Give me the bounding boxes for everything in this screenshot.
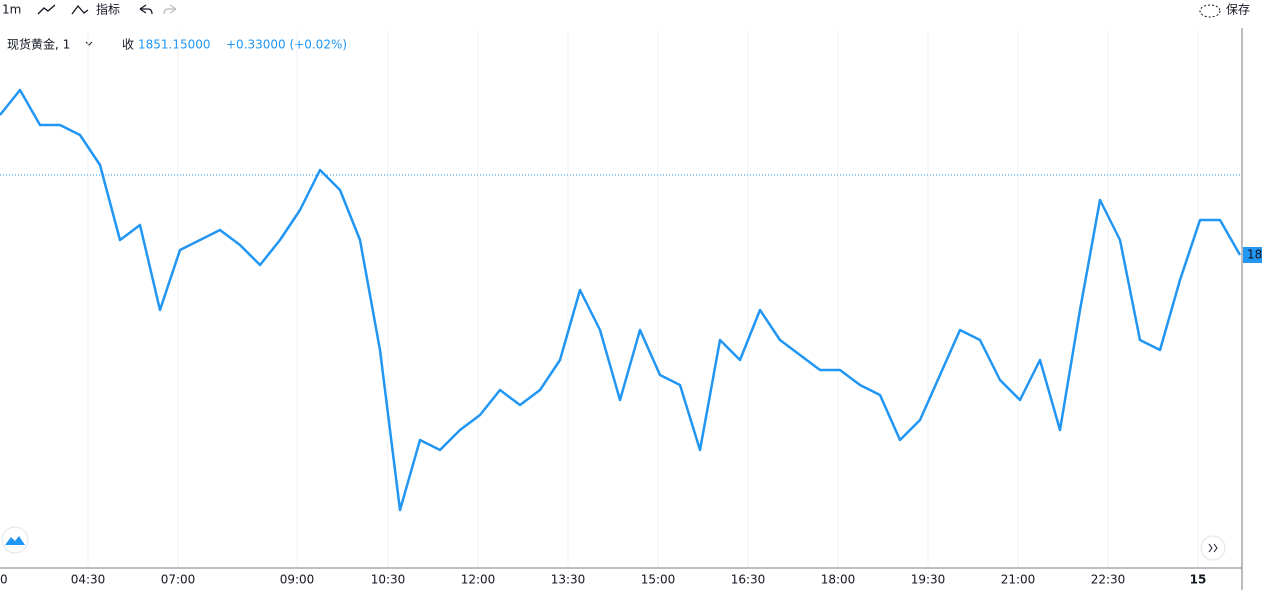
save-button[interactable]: 保存: [1226, 3, 1250, 17]
scroll-icon: [1208, 543, 1218, 553]
logo-icon: [5, 536, 25, 545]
indicators-button[interactable]: 指标: [96, 2, 120, 17]
x-tick-label: 10:30: [371, 573, 406, 587]
close-label: 收: [122, 38, 134, 52]
x-tick-label: 09:00: [280, 573, 315, 587]
last-price-label: 1851.15: [1247, 248, 1262, 262]
x-tick-label: 15: [1190, 573, 1207, 587]
symbol-label[interactable]: 现货黄金, 1: [7, 37, 70, 52]
symbol-dropdown[interactable]: [85, 41, 93, 46]
x-tick-label: 22:30: [1091, 573, 1126, 587]
indicator-icon[interactable]: [71, 4, 89, 15]
x-tick-label: 00: [0, 573, 8, 587]
interval-button[interactable]: 1m: [2, 3, 21, 17]
cloud-icon[interactable]: [1199, 4, 1221, 18]
x-tick-label: 18:00: [821, 573, 856, 587]
close-value: 1851.15000: [138, 38, 211, 52]
x-tick-label: 16:30: [731, 573, 766, 587]
x-tick-label: 13:30: [551, 573, 586, 587]
change-value: +0.33000 (+0.02%): [226, 38, 347, 52]
x-tick-label: 07:00: [161, 573, 196, 587]
x-tick-label: 04:30: [71, 573, 106, 587]
redo-icon[interactable]: [163, 4, 177, 15]
toolbar: 1m 指标 保存: [2, 2, 1250, 18]
chart-type-icon[interactable]: [37, 4, 56, 15]
x-tick-label: 21:00: [1001, 573, 1036, 587]
x-tick-label: 15:00: [641, 573, 676, 587]
plot-area: 00 04:30 07:00 09:00 10:30 12:00 13:30 15:00 16:…: [0, 30, 1242, 587]
last-price-badge: [1243, 247, 1262, 263]
scroll-button[interactable]: [1200, 535, 1226, 561]
logo-button[interactable]: [1, 526, 29, 554]
x-tick-label: 12:00: [461, 573, 496, 587]
x-tick-label: 19:30: [911, 573, 946, 587]
price-line: [0, 88, 1242, 512]
undo-icon[interactable]: [139, 4, 153, 15]
